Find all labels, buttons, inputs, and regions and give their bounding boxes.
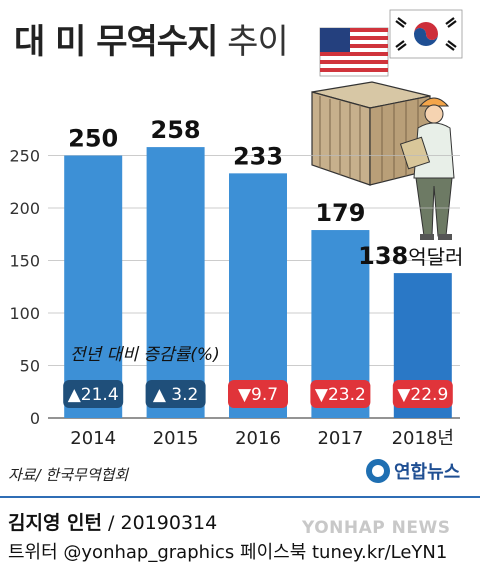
change-badge	[63, 380, 124, 408]
yonhap-logo: 연합뉴스	[366, 458, 460, 484]
chart-title: 대 미 무역수지 추이	[14, 14, 289, 63]
bar-chart: 0 50 100 150 200 250 250 258 233 179 138억달러 ▲21.4…	[9, 9, 463, 449]
change-badge	[145, 380, 206, 408]
divider	[0, 496, 480, 498]
value-label: 233	[233, 142, 283, 170]
date: / 20190314	[102, 512, 218, 534]
x-tick-label: 2018년	[392, 428, 454, 449]
y-tick-label: 150	[9, 252, 40, 271]
y-tick-label: 200	[9, 199, 40, 218]
y-tick-label: 0	[30, 409, 40, 428]
y-tick-label: 100	[9, 304, 40, 323]
change-badge-text: ▼23.2	[315, 385, 366, 405]
value-label: 258	[151, 116, 201, 144]
change-badge-text: ▼22.9	[397, 385, 448, 405]
y-tick-label: 50	[20, 357, 40, 376]
title-main: 대 미 무역수지	[14, 22, 218, 62]
change-badge	[310, 380, 371, 408]
y-tick-label: 250	[9, 147, 40, 166]
bar	[229, 173, 287, 418]
change-badge-text: ▲21.4	[68, 385, 119, 405]
source-text: 자료/ 한국무역협회	[8, 466, 129, 484]
change-badge	[228, 380, 288, 408]
worker-icon	[399, 97, 455, 240]
change-badge-text: ▼9.7	[238, 385, 278, 405]
x-tick-label: 2016	[235, 428, 281, 449]
yonhap-logo-icon	[366, 459, 390, 483]
change-badge-text: ▲ 3.2	[153, 385, 199, 405]
x-tick-label: 2014	[70, 428, 116, 449]
bar	[146, 147, 205, 418]
value-label: 179	[315, 199, 365, 227]
shipping-container-icon	[311, 81, 431, 186]
change-rate-label: 전년 대비 증감률(%)	[70, 345, 220, 365]
value-label: 250	[68, 125, 118, 153]
us-flag-icon	[319, 27, 389, 77]
credit-line: 김지영 인턴 / 20190314	[8, 508, 217, 535]
social-line: 트위터 @yonhap_graphics 페이스북 tuney.kr/LeYN1	[8, 542, 448, 563]
watermark: YONHAP NEWS	[302, 518, 451, 538]
korea-flag-icon	[389, 9, 463, 59]
logo-text: 연합뉴스	[394, 462, 461, 483]
value-unit: 억달러	[408, 245, 463, 269]
title-sub: 추이	[227, 22, 289, 62]
x-tick-label: 2015	[153, 428, 199, 449]
x-tick-label: 2017	[317, 428, 363, 449]
author: 김지영 인턴	[8, 512, 103, 534]
bar	[64, 155, 123, 418]
change-badge	[392, 380, 453, 408]
value-label: 138억달러	[358, 242, 463, 270]
